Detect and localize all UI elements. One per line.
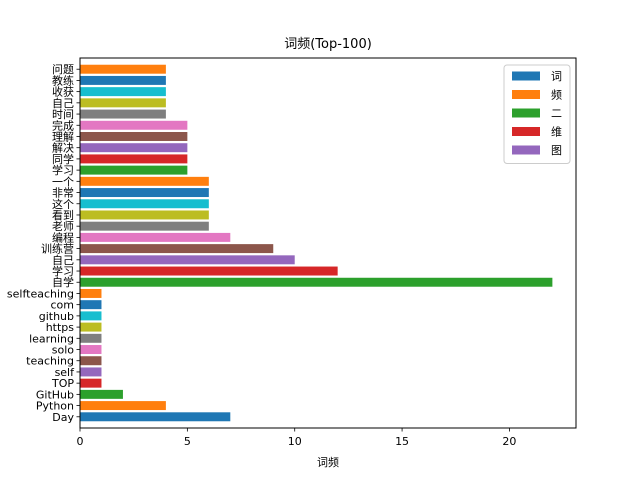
y-tick-label: 学习 (52, 264, 74, 278)
y-tick-label: github (39, 310, 74, 323)
y-tick-label: self (55, 366, 76, 379)
y-tick-label: 看到 (52, 208, 74, 222)
bar-10 (80, 300, 102, 310)
bars-group (80, 64, 553, 422)
bar-18 (80, 210, 209, 220)
bar-15 (80, 244, 274, 254)
legend-swatch (512, 71, 540, 81)
bar-1 (80, 401, 166, 411)
bar-17 (80, 221, 209, 231)
x-axis-label: 词频 (317, 455, 339, 469)
y-tick-label: learning (29, 332, 74, 345)
y-tick-label: 自己 (52, 254, 74, 267)
y-tick-label: Day (52, 411, 74, 424)
legend-swatch (512, 108, 540, 118)
bar-8 (80, 322, 102, 332)
bar-16 (80, 232, 231, 242)
plot-frame (79, 57, 577, 429)
bar-19 (80, 199, 209, 209)
bar-9 (80, 311, 102, 321)
bar-31 (80, 64, 166, 74)
bar-11 (80, 288, 102, 298)
y-tick-label: 问题 (52, 63, 74, 76)
x-axis: 0 5 10 15 20 (77, 428, 516, 448)
bar-13 (80, 266, 338, 276)
y-tick-label: 教练 (52, 73, 74, 87)
y-tick-label: 学习 (52, 163, 74, 177)
bar-21 (80, 176, 209, 186)
bar-25 (80, 132, 188, 141)
bar-30 (80, 75, 166, 85)
y-tick-label: 训练营 (41, 242, 74, 256)
x-tick-label: 20 (502, 435, 516, 448)
bar-23 (80, 154, 188, 164)
y-tick-label: GitHub (36, 388, 74, 401)
y-tick-label: teaching (26, 355, 74, 368)
y-tick-label: 时间 (52, 108, 74, 121)
y-tick-label: Python (36, 400, 74, 413)
bar-3 (80, 378, 102, 388)
y-tick-label: selfteaching (7, 287, 74, 300)
bar-29 (80, 87, 166, 97)
y-tick-label: 自学 (52, 275, 74, 289)
x-tick-label: 15 (395, 435, 409, 448)
legend-swatch (512, 127, 540, 136)
y-tick-label: 解决 (52, 141, 74, 155)
y-tick-label: https (46, 321, 75, 334)
y-tick-label: TOP (51, 377, 74, 390)
y-tick-label: 老师 (52, 220, 74, 233)
y-tick-label: com (51, 299, 75, 312)
bar-24 (80, 143, 188, 153)
y-tick-label: 理解 (52, 129, 74, 143)
x-tick-label: 10 (288, 435, 302, 448)
x-tick-label: 0 (77, 435, 84, 448)
y-tick-label: 非常 (52, 187, 74, 200)
y-tick-label: 一个 (52, 175, 74, 188)
bar-22 (80, 165, 188, 175)
x-tick-label: 5 (184, 435, 191, 448)
bar-5 (80, 356, 102, 366)
legend-swatch (512, 90, 540, 99)
bar-12 (80, 277, 553, 287)
bar-4 (80, 367, 102, 377)
chart-title: 词频(Top-100) (284, 37, 372, 52)
legend-label: 词 (551, 70, 562, 83)
y-tick-label: 这个 (52, 197, 74, 211)
y-tick-label: 完成 (52, 118, 74, 132)
y-tick-label: 同学 (52, 152, 74, 166)
bar-20 (80, 188, 209, 198)
bar-28 (80, 98, 166, 108)
y-tick-label: 编程 (52, 230, 74, 244)
y-tick-label: solo (52, 344, 75, 357)
bar-6 (80, 345, 102, 354)
bar-7 (80, 333, 102, 343)
legend-label: 维 (551, 126, 562, 139)
legend-swatch (512, 145, 540, 155)
y-tick-labels: DayPythonGitHubTOPselfteachingsololearni… (7, 63, 80, 424)
legend-label: 图 (551, 144, 562, 157)
bar-26 (80, 120, 188, 130)
bar-0 (80, 412, 231, 422)
bar-27 (80, 109, 166, 119)
y-tick-label: 收获 (52, 85, 74, 99)
legend-label: 二 (551, 107, 562, 120)
bar-14 (80, 255, 295, 265)
y-tick-label: 自己 (52, 97, 74, 110)
bar-2 (80, 389, 123, 399)
legend-label: 频 (551, 88, 562, 102)
